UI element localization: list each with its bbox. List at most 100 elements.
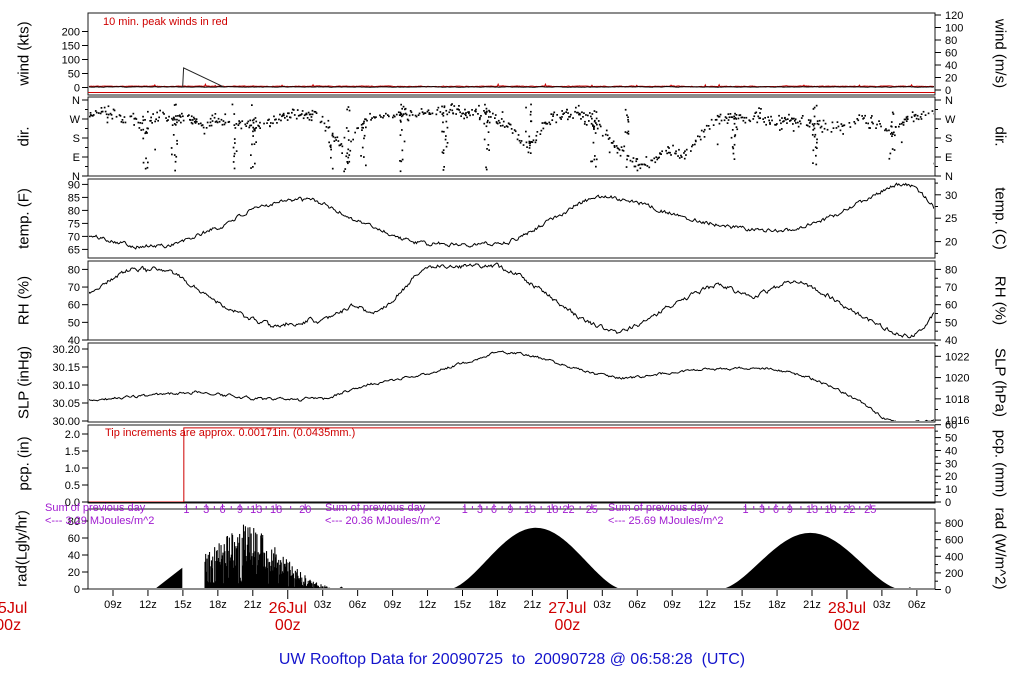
- dir-dot: [858, 114, 861, 116]
- dir-dot: [139, 122, 142, 124]
- dir-dot: [238, 122, 241, 125]
- dir-dot: [293, 114, 296, 116]
- dir-dot: [509, 123, 512, 126]
- dir-dot: [399, 119, 402, 122]
- dir-dot: [222, 120, 225, 122]
- dir-dot: [263, 122, 265, 125]
- dir-dot: [733, 158, 736, 160]
- rad-blip: [908, 587, 912, 588]
- pcp-cumulative-line: [89, 427, 934, 502]
- dir-dot: [363, 134, 366, 137]
- dir-dot: [903, 118, 906, 121]
- dir-dot: [579, 113, 581, 116]
- dir-dot: [806, 124, 809, 127]
- axis-tick-label: 65: [68, 244, 80, 256]
- dir-dot: [361, 126, 363, 129]
- dir-dot: [629, 159, 632, 162]
- dir-dot: [567, 118, 569, 121]
- dir-dot: [109, 112, 112, 115]
- dir-dot: [175, 155, 178, 158]
- dir-dot: [393, 115, 396, 118]
- dir-dot: [362, 122, 365, 125]
- dir-dot: [876, 123, 878, 126]
- dir-dot: [626, 158, 628, 161]
- dir-dot: [273, 115, 275, 118]
- axis-tick-label: 60: [945, 48, 957, 60]
- dir-dot: [137, 121, 140, 124]
- dir-dot: [916, 114, 919, 117]
- dir-dot: [453, 105, 456, 107]
- dir-dot: [735, 126, 738, 128]
- dir-dot: [894, 134, 896, 137]
- dir-dot: [626, 132, 629, 134]
- dir-dot: [769, 121, 771, 124]
- dir-dot: [100, 107, 103, 109]
- dir-dot: [89, 115, 91, 118]
- dir-dot: [884, 129, 886, 132]
- dir-dot: [604, 133, 607, 136]
- dir-dot: [532, 139, 535, 142]
- dir-dot: [555, 121, 558, 124]
- dir-dot: [101, 110, 104, 113]
- dir-dot: [392, 114, 395, 117]
- dir-dot: [835, 127, 838, 129]
- dir-dot: [645, 156, 648, 158]
- axis-tick-label: 50: [68, 317, 80, 329]
- dir-dot: [774, 123, 776, 126]
- dir-dot: [302, 117, 305, 120]
- dir-dot: [880, 125, 882, 128]
- dir-dot: [668, 147, 670, 149]
- dir-dot: [820, 125, 823, 128]
- dir-dot: [627, 120, 630, 123]
- dir-dot: [811, 123, 814, 125]
- dir-dot: [677, 155, 679, 157]
- dir-dot: [216, 121, 219, 124]
- dir-dot: [786, 118, 789, 120]
- dir-dot: [224, 121, 227, 124]
- dir-dot: [659, 152, 661, 155]
- rad-hour-marker-label: 3: [477, 504, 483, 516]
- axis-tick-label: 80: [68, 264, 80, 276]
- dir-dot: [753, 115, 756, 118]
- dir-dot: [443, 130, 445, 133]
- dir-dot: [808, 125, 811, 128]
- dir-dot: [269, 125, 271, 128]
- axis-tick-label: 120: [945, 10, 963, 22]
- axis-tick-label: 0.0: [65, 497, 80, 509]
- rad-hour-marker-label: 13: [250, 504, 262, 516]
- rad-sum-3-line2: <--- 25.69 MJoules/m^2: [608, 515, 724, 527]
- time-tick-label: 15z: [454, 599, 472, 611]
- dir-dot: [182, 115, 184, 118]
- dir-dot: [888, 129, 890, 132]
- dir-dot: [891, 135, 893, 137]
- dir-dot: [195, 120, 198, 123]
- dir-dot: [427, 109, 430, 112]
- dir-dot: [468, 112, 470, 115]
- dir-dot: [910, 116, 913, 119]
- dir-dot: [631, 160, 634, 163]
- dir-dot: [574, 110, 576, 113]
- dir-dot: [485, 166, 487, 169]
- dir-dot: [181, 112, 183, 115]
- dir-dot: [764, 117, 766, 119]
- dir-dot: [364, 118, 366, 120]
- dir-dot: [612, 140, 615, 143]
- dir-dot: [816, 138, 818, 141]
- dir-dot: [624, 108, 627, 111]
- dir-dot: [591, 113, 594, 115]
- dir-dot: [228, 120, 231, 123]
- dir-dot: [770, 115, 772, 118]
- dir-dot: [799, 120, 801, 123]
- dir-dot: [759, 117, 761, 119]
- dir-dot: [171, 117, 173, 120]
- axis-tick-label: 800: [945, 518, 963, 530]
- dir-dot: [768, 119, 770, 122]
- dir-dot: [193, 121, 196, 123]
- panel-frame-wind: [87, 12, 936, 96]
- dir-dot: [155, 118, 157, 121]
- dir-dot: [250, 124, 253, 127]
- dir-dot: [383, 115, 385, 117]
- dir-dot: [328, 141, 330, 144]
- dir-dot: [347, 139, 350, 141]
- wind-peak-note: 10 min. peak winds in red: [103, 16, 228, 28]
